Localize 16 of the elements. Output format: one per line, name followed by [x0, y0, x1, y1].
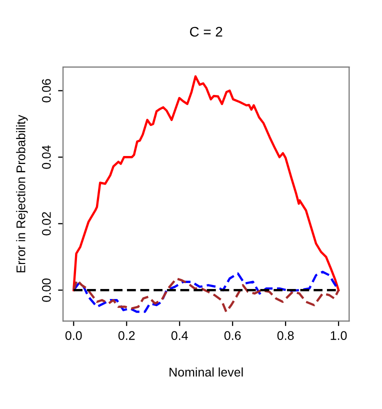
x-axis-title: Nominal level — [170, 367, 243, 377]
line-series — [72, 277, 340, 313]
y-axis-title: Error in Rejection Probability — [16, 114, 28, 272]
x-tick-label: 0.0 — [65, 331, 82, 340]
line-series — [72, 270, 340, 313]
x-tick-label: 0.6 — [224, 331, 241, 340]
y-tick-label: 0.04 — [42, 145, 51, 169]
line-series — [72, 75, 340, 292]
y-tick-label: 0.06 — [42, 79, 51, 102]
x-tick-label: 0.8 — [277, 331, 294, 340]
chart-title: C = 2 — [190, 26, 222, 37]
y-tick-label: 0.02 — [42, 212, 51, 236]
y-tick-label: 0.00 — [42, 278, 51, 302]
x-tick-label: 0.4 — [171, 331, 188, 340]
x-tick-label: 1.0 — [330, 331, 347, 340]
x-tick-label: 0.2 — [118, 331, 135, 340]
